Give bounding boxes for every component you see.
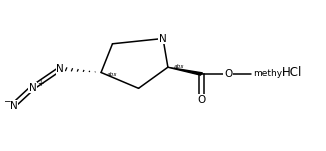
Text: methyl: methyl — [253, 69, 284, 79]
Text: O: O — [197, 95, 206, 105]
Text: abs: abs — [107, 72, 117, 77]
Text: N: N — [10, 101, 18, 111]
Text: +: + — [37, 79, 44, 88]
Polygon shape — [168, 67, 202, 75]
Text: O: O — [224, 69, 232, 79]
Text: −: − — [3, 97, 10, 106]
Text: abs: abs — [174, 64, 184, 69]
Text: HCl: HCl — [282, 66, 302, 79]
Text: N: N — [56, 64, 64, 74]
Text: N: N — [29, 83, 37, 93]
Text: N: N — [159, 34, 167, 43]
